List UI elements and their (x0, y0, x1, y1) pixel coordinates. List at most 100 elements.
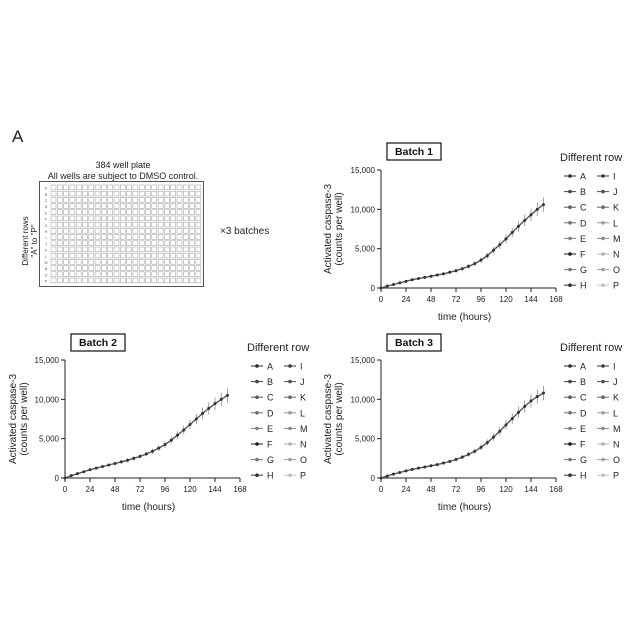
legend-label: F (580, 250, 586, 260)
series-line (381, 205, 544, 288)
x-axis-label: time (hours) (438, 312, 491, 323)
x-tick-label: 0 (379, 485, 384, 494)
legend-label: G (580, 265, 587, 275)
legend-label: O (613, 455, 620, 465)
legend-marker (568, 458, 572, 462)
legend-label: K (613, 203, 619, 213)
x-tick-label: 168 (549, 295, 563, 304)
data-point (398, 471, 401, 474)
legend-label: K (300, 393, 306, 403)
legend-marker (601, 442, 605, 446)
legend-label: G (580, 455, 587, 465)
legend-marker (568, 252, 572, 256)
x-axis-label: time (hours) (438, 502, 491, 513)
y-tick-label: 5,000 (355, 435, 376, 444)
data-point (492, 436, 495, 439)
legend-label: D (580, 408, 587, 418)
data-point (89, 468, 92, 471)
x-tick-label: 24 (86, 485, 95, 494)
data-point (405, 469, 408, 472)
data-point (82, 470, 85, 473)
data-point (386, 475, 389, 478)
legend-label: A (580, 172, 586, 182)
data-point (411, 278, 414, 281)
data-point (101, 465, 104, 468)
data-point (380, 287, 383, 290)
y-tick-label: 15,000 (35, 356, 60, 365)
x-tick-label: 24 (402, 485, 411, 494)
x-tick-label: 72 (452, 295, 461, 304)
data-point (542, 392, 545, 395)
data-point (505, 237, 508, 240)
legend-label: M (613, 424, 621, 434)
data-point (176, 434, 179, 437)
data-point (392, 473, 395, 476)
legend-title: Different row (560, 342, 622, 354)
legend-label: H (580, 471, 587, 481)
data-point (64, 477, 67, 480)
x-tick-label: 120 (499, 485, 513, 494)
x-tick-label: 24 (402, 295, 411, 304)
data-point (430, 275, 433, 278)
legend-marker (568, 190, 572, 194)
x-tick-label: 48 (427, 485, 436, 494)
x-tick-label: 72 (136, 485, 145, 494)
data-point (473, 262, 476, 265)
data-point (467, 265, 470, 268)
legend-marker (601, 427, 605, 431)
legend-label: L (613, 218, 618, 228)
legend-marker (601, 283, 605, 287)
y-tick-label: 0 (55, 474, 60, 483)
chart-title: Batch 1 (395, 146, 433, 158)
data-point (201, 412, 204, 415)
x-tick-label: 168 (549, 485, 563, 494)
legend-label: E (267, 424, 273, 434)
x-tick-label: 96 (477, 485, 486, 494)
data-point (536, 208, 539, 211)
x-tick-label: 96 (161, 485, 170, 494)
data-point (467, 453, 470, 456)
data-point (523, 219, 526, 222)
legend-marker (601, 174, 605, 178)
data-point (386, 285, 389, 288)
legend-marker (288, 364, 292, 368)
data-point (76, 472, 79, 475)
data-point (423, 276, 426, 279)
data-point (392, 283, 395, 286)
data-point (398, 281, 401, 284)
data-point (448, 271, 451, 274)
legend-marker (601, 221, 605, 225)
data-point (145, 453, 148, 456)
legend-marker (288, 411, 292, 415)
data-point (195, 418, 198, 421)
legend-marker (288, 427, 292, 431)
x-tick-label: 72 (452, 485, 461, 494)
legend-label: J (613, 377, 618, 387)
legend-marker (601, 364, 605, 368)
data-point (498, 243, 501, 246)
legend-marker (568, 380, 572, 384)
data-point (214, 402, 217, 405)
legend-label: L (300, 408, 305, 418)
legend-label: C (580, 203, 587, 213)
legend-marker (568, 174, 572, 178)
data-point (486, 254, 489, 257)
data-point (380, 477, 383, 480)
data-point (70, 474, 73, 477)
data-point (126, 459, 129, 462)
y-tick-label: 15,000 (351, 356, 376, 365)
legend-label: H (580, 281, 587, 291)
legend-marker (568, 395, 572, 399)
legend-label: H (267, 471, 274, 481)
data-point (448, 460, 451, 463)
legend-marker (601, 411, 605, 415)
legend-label: A (267, 362, 273, 372)
y-tick-label: 10,000 (351, 395, 376, 404)
data-point (442, 272, 445, 275)
legend-label: D (580, 218, 587, 228)
data-point (473, 450, 476, 453)
data-point (536, 395, 539, 398)
legend-marker (601, 473, 605, 477)
legend-marker (568, 411, 572, 415)
data-point (170, 439, 173, 442)
